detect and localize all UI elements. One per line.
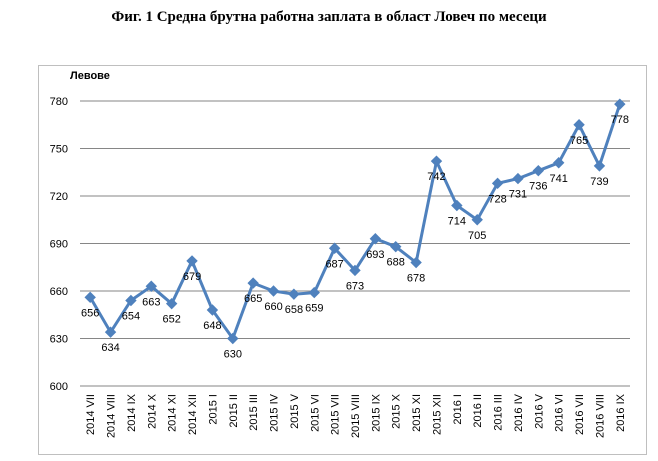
data-point (288, 288, 300, 300)
y-axis-unit-label: Левове (70, 70, 110, 82)
x-tick-label: 2016 IV (513, 393, 525, 432)
x-tick-label: 2014 VII (85, 394, 97, 435)
y-tick-label: 690 (50, 239, 68, 251)
data-point (267, 285, 280, 297)
data-point (165, 297, 178, 310)
x-tick-label: 2015 III (248, 394, 260, 431)
data-label: 663 (142, 296, 160, 308)
x-tick-label: 2015 VII (330, 394, 342, 435)
x-tick-label: 2015 VIII (350, 394, 362, 438)
data-point (308, 286, 320, 299)
x-tick-label: 2015 XII (431, 394, 443, 435)
data-label: 705 (468, 230, 486, 242)
data-label: 660 (264, 301, 282, 313)
data-label: 658 (285, 304, 303, 316)
x-tick-label: 2016 II (472, 394, 484, 428)
data-label: 731 (509, 189, 527, 201)
data-point (491, 177, 504, 190)
x-tick-label: 2014 VIII (106, 394, 118, 438)
data-label: 659 (305, 303, 323, 315)
data-point (328, 242, 341, 254)
x-tick-label: 2016 VII (574, 394, 586, 435)
data-label: 654 (122, 311, 140, 323)
data-label: 679 (183, 271, 201, 283)
x-tick-label: 2015 IX (370, 393, 382, 432)
data-label: 673 (346, 280, 364, 292)
x-tick-label: 2016 III (493, 394, 505, 431)
data-point (410, 256, 422, 269)
y-axis-tick-labels: 600 630 660 690 720 750 780 (50, 96, 68, 393)
data-label: 741 (550, 173, 568, 185)
x-tick-label: 2016 V (533, 393, 545, 429)
data-label: 728 (488, 193, 506, 205)
data-label: 688 (387, 257, 405, 269)
data-point (206, 304, 219, 316)
data-label: 739 (590, 176, 608, 188)
data-point (593, 160, 606, 172)
x-axis-tick-labels: 2014 VII 2014 VIII 2014 IX 2014 X 2014 XI 201… (85, 393, 627, 438)
data-point (430, 155, 443, 167)
data-point (125, 294, 137, 307)
data-label: 736 (529, 181, 547, 193)
x-tick-label: 2014 XI (167, 394, 179, 432)
x-tick-label: 2015 V (289, 393, 301, 429)
data-point (186, 255, 198, 267)
data-label: 665 (244, 293, 262, 305)
data-label: 656 (81, 307, 99, 319)
data-point (451, 199, 463, 212)
data-point (512, 172, 524, 185)
data-label: 693 (366, 249, 384, 261)
y-tick-label: 600 (50, 381, 68, 393)
data-point (471, 214, 483, 226)
x-tick-label: 2015 IV (269, 393, 281, 432)
data-label: 765 (570, 135, 588, 147)
x-tick-label: 2015 VI (309, 394, 321, 432)
x-tick-label: 2014 XII (187, 394, 199, 435)
y-tick-label: 630 (50, 334, 68, 346)
data-label: 678 (407, 273, 425, 285)
x-tick-label: 2015 XI (411, 394, 423, 432)
x-tick-label: 2014 X (146, 393, 158, 429)
x-tick-label: 2016 I (452, 394, 464, 425)
x-tick-label: 2015 X (391, 393, 403, 429)
x-tick-label: 2015 I (207, 394, 219, 425)
data-point (390, 240, 402, 253)
data-point (369, 233, 382, 245)
x-tick-label: 2016 VIII (594, 394, 606, 438)
data-point (84, 291, 96, 304)
data-label: 778 (611, 114, 629, 126)
data-point (145, 280, 158, 292)
data-label: 648 (203, 320, 221, 332)
x-tick-label: 2014 IX (126, 393, 138, 432)
y-tick-label: 660 (50, 286, 68, 298)
series-salary (84, 98, 626, 345)
data-label: 714 (448, 216, 466, 228)
data-point (532, 164, 545, 177)
gridlines (80, 100, 630, 387)
x-tick-label: 2016 IX (615, 393, 627, 432)
data-point (227, 332, 239, 345)
data-point (614, 98, 626, 110)
y-tick-label: 780 (50, 96, 68, 108)
data-point (104, 326, 117, 338)
data-point (349, 264, 361, 277)
data-label: 687 (325, 258, 343, 270)
chart-title: Фиг. 1 Средна брутна работна заплата в о… (111, 9, 547, 25)
chart-area (38, 65, 647, 455)
data-point (247, 277, 259, 289)
data-label: 634 (101, 342, 119, 354)
x-tick-label: 2016 VI (554, 394, 566, 432)
data-point (573, 119, 585, 131)
data-point (552, 157, 565, 169)
data-label: 630 (224, 349, 242, 361)
y-tick-label: 720 (50, 191, 68, 203)
data-label: 742 (427, 171, 445, 183)
data-label: 652 (162, 314, 180, 326)
x-tick-label: 2015 II (228, 394, 240, 428)
y-tick-label: 750 (50, 144, 68, 156)
